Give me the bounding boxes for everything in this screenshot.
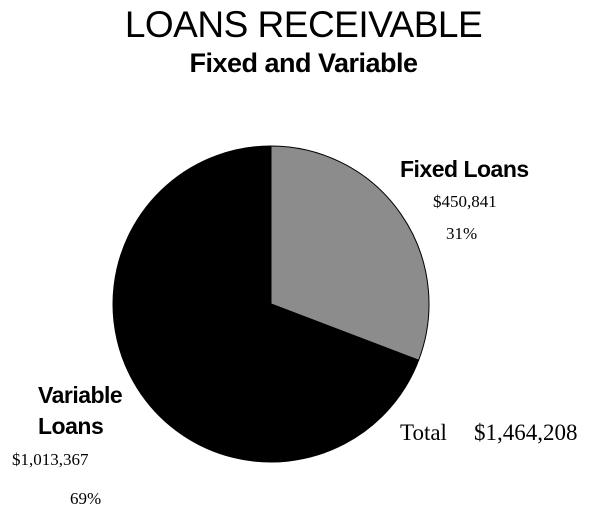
fixed-loans-value: $450,841 bbox=[433, 192, 497, 211]
chart-subtitle: Fixed and Variable bbox=[189, 48, 418, 78]
chart-title: LOANS RECEIVABLE bbox=[124, 4, 483, 45]
total-label: Total bbox=[400, 420, 447, 445]
fixed-loans-label: Fixed Loans bbox=[400, 156, 529, 182]
variable-loans-value: $1,013,367 bbox=[12, 450, 89, 469]
variable-loans-percent: 69% bbox=[70, 489, 102, 508]
fixed-loans-percent: 31% bbox=[446, 224, 478, 243]
variable-loans-label-line1: Variable bbox=[38, 382, 123, 408]
pie-slice-fixed-loans bbox=[270, 145, 430, 361]
variable-loans-label-line2: Loans bbox=[38, 413, 104, 439]
pie-slice-variable-loans bbox=[112, 145, 420, 463]
total-value: $1,464,208 bbox=[474, 420, 578, 445]
